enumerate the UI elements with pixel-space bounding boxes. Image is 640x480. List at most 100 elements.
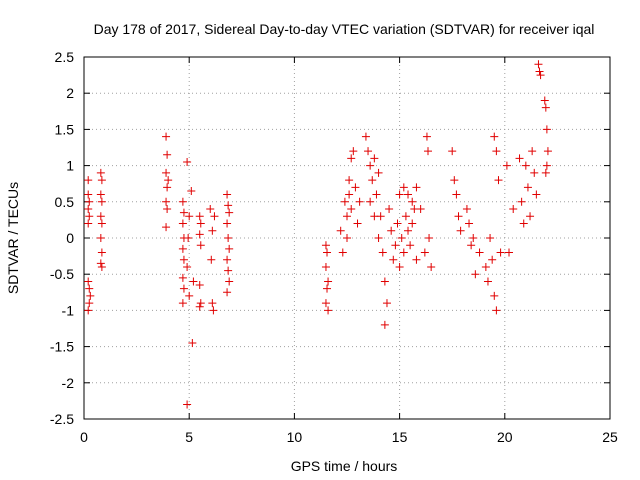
x-tick-label: 5 bbox=[185, 429, 193, 445]
data-point bbox=[380, 320, 389, 329]
data-point bbox=[427, 262, 436, 271]
data-point bbox=[361, 132, 370, 141]
data-point bbox=[96, 259, 105, 268]
data-point bbox=[178, 244, 187, 253]
data-point bbox=[424, 147, 433, 156]
data-point bbox=[374, 234, 383, 242]
data-point bbox=[323, 284, 332, 293]
data-point bbox=[370, 154, 379, 163]
data-point bbox=[374, 168, 383, 177]
data-point bbox=[528, 147, 537, 156]
data-point bbox=[490, 132, 499, 141]
data-point bbox=[97, 248, 106, 257]
x-tick-label: 10 bbox=[287, 429, 303, 445]
data-point bbox=[521, 161, 530, 170]
data-point bbox=[509, 205, 518, 214]
y-tick-label: 2.5 bbox=[55, 49, 75, 65]
data-point bbox=[412, 255, 421, 264]
data-point bbox=[163, 183, 172, 192]
data-point bbox=[321, 241, 330, 250]
data-point bbox=[86, 291, 95, 300]
data-point bbox=[178, 219, 187, 228]
data-point bbox=[488, 255, 497, 264]
data-point bbox=[366, 161, 375, 170]
data-point bbox=[225, 277, 234, 286]
y-tick-label: 2 bbox=[66, 85, 74, 101]
data-point bbox=[179, 208, 188, 217]
data-point bbox=[224, 266, 233, 275]
data-point bbox=[496, 248, 505, 257]
data-point bbox=[183, 400, 192, 409]
data-point bbox=[364, 147, 373, 156]
data-point bbox=[208, 226, 217, 235]
data-point bbox=[196, 219, 205, 228]
data-point bbox=[452, 190, 461, 199]
data-point bbox=[404, 226, 413, 235]
data-point bbox=[467, 241, 476, 250]
data-point bbox=[395, 262, 404, 271]
data-point bbox=[97, 176, 106, 185]
data-point bbox=[336, 226, 345, 235]
data-point bbox=[541, 168, 550, 177]
data-point bbox=[385, 205, 394, 214]
data-point bbox=[84, 277, 93, 286]
data-point bbox=[505, 248, 514, 257]
data-point bbox=[195, 230, 204, 239]
data-point bbox=[196, 299, 205, 308]
data-point bbox=[372, 190, 381, 199]
data-point bbox=[195, 212, 204, 221]
y-tick-label: 0.5 bbox=[55, 194, 75, 210]
data-point bbox=[84, 190, 93, 199]
data-point bbox=[189, 277, 198, 286]
axis-tick-labels: 0 5 10 15 20 25 -2.5 -2 -1.5 -1 -0.5 0 0.5 1 1.5 2 2.5 bbox=[50, 49, 618, 445]
data-point bbox=[84, 205, 93, 214]
data-point bbox=[378, 248, 387, 257]
data-point bbox=[483, 277, 492, 286]
data-point bbox=[340, 197, 349, 206]
data-point bbox=[345, 176, 354, 185]
data-point bbox=[456, 226, 465, 235]
data-point bbox=[355, 197, 364, 206]
data-points bbox=[84, 60, 552, 409]
data-point bbox=[530, 168, 539, 177]
data-point bbox=[368, 176, 377, 185]
data-point bbox=[515, 154, 524, 163]
data-point bbox=[406, 241, 415, 250]
data-point bbox=[454, 212, 463, 221]
data-point bbox=[210, 212, 219, 221]
data-point bbox=[382, 299, 391, 308]
data-point bbox=[162, 132, 171, 141]
data-point bbox=[347, 205, 356, 214]
data-point bbox=[324, 277, 333, 286]
data-point bbox=[408, 219, 417, 228]
data-point bbox=[345, 190, 354, 199]
x-tick-label: 25 bbox=[602, 429, 618, 445]
data-point bbox=[225, 208, 234, 217]
data-point bbox=[184, 234, 193, 242]
data-point bbox=[492, 306, 501, 315]
data-point bbox=[223, 255, 232, 264]
data-point bbox=[343, 234, 351, 242]
data-point bbox=[338, 248, 347, 257]
data-point bbox=[187, 186, 196, 195]
data-point bbox=[425, 234, 434, 242]
data-point bbox=[162, 197, 171, 206]
y-tick-label: -1 bbox=[62, 302, 75, 318]
data-point bbox=[395, 190, 404, 199]
data-point bbox=[97, 262, 106, 271]
data-point bbox=[370, 212, 379, 221]
x-tick-label: 20 bbox=[497, 429, 513, 445]
data-point bbox=[351, 183, 360, 192]
data-point bbox=[408, 197, 417, 206]
y-tick-label: 0 bbox=[66, 230, 74, 246]
data-point bbox=[162, 168, 171, 177]
data-point bbox=[475, 248, 484, 257]
data-point bbox=[164, 176, 173, 185]
data-point bbox=[532, 190, 541, 199]
data-point bbox=[225, 244, 234, 253]
data-point bbox=[399, 183, 408, 192]
y-tick-label: -1.5 bbox=[50, 339, 74, 355]
data-point bbox=[353, 219, 362, 228]
data-point bbox=[179, 255, 188, 264]
